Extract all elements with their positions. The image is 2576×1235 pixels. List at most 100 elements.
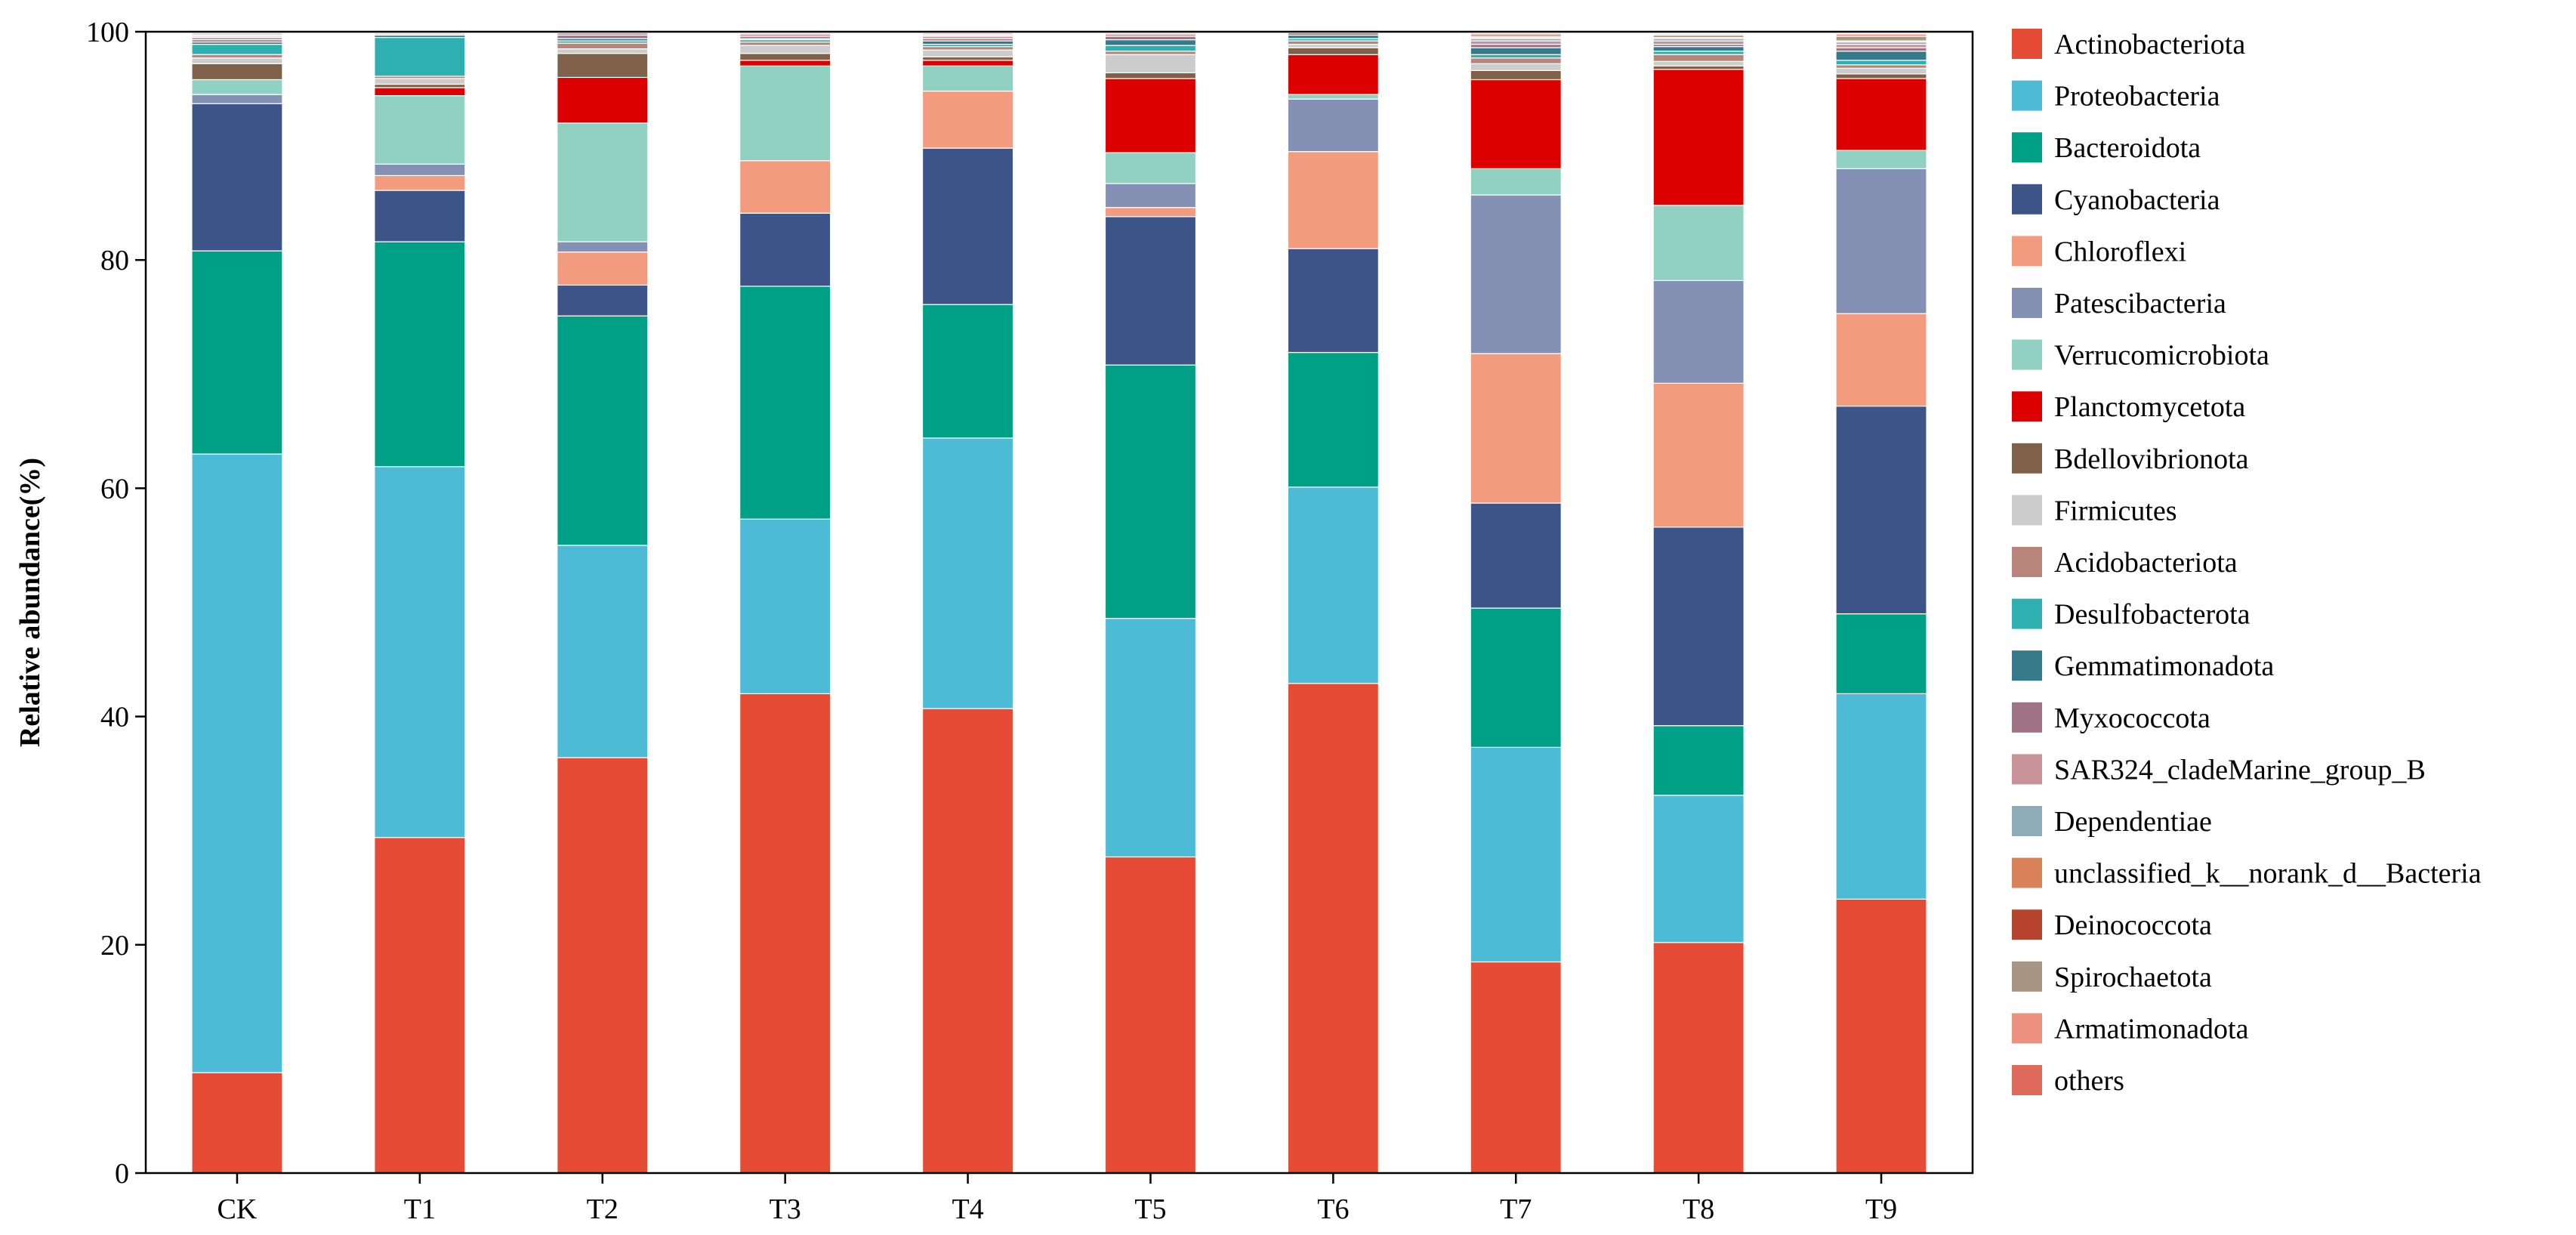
bar-segment-t2-myxococcota — [557, 34, 649, 39]
bar-segment-t8-cyanobacteria — [1652, 526, 1745, 727]
legend-item-desulfobacterota: Desulfobacterota — [2012, 598, 2251, 631]
x-tick-label-t6: T6 — [1317, 1193, 1349, 1225]
bar-segment-t6-chloroflexi — [1287, 151, 1379, 249]
bar-segment-t1-bacteroidota — [374, 241, 466, 468]
bar-segment-t3-cyanobacteria — [739, 212, 831, 287]
bar-segment-t4-proteobacteria — [921, 437, 1014, 709]
bar-segment-t6-patescibacteria — [1287, 98, 1379, 153]
legend-item-unclassified-k-norank-d-bacteria: unclassified_k__norank_d__Bacteria — [2012, 857, 2482, 890]
bar-segment-t9-bacteroidota — [1835, 613, 1927, 694]
bar-segment-t5-planctomycetota — [1104, 78, 1197, 153]
bar-segment-ck-proteobacteria — [191, 453, 283, 1073]
bar-segment-t3-planctomycetota — [739, 60, 831, 66]
bar-segment-t8-sar324-clademarine-group-b — [1652, 40, 1745, 45]
bar-segment-t4-actinobacteriota — [921, 708, 1014, 1174]
bar-segment-t8-patescibacteria — [1652, 279, 1745, 384]
legend-swatch — [2012, 236, 2042, 267]
bar-segment-t5-chloroflexi — [1104, 207, 1197, 218]
bar-segment-t7-bdellovibrionota — [1470, 69, 1562, 81]
bar-segment-t7-desulfobacterota — [1470, 54, 1562, 59]
legend-label: Desulfobacterota — [2054, 599, 2251, 631]
legend-label: Actinobacteriota — [2054, 29, 2245, 60]
bar-segment-t7-gemmatimonadota — [1470, 47, 1562, 55]
bar-segment-t7-planctomycetota — [1470, 79, 1562, 169]
bar-segment-t9-verrucomicrobiota — [1835, 150, 1927, 169]
bar-segment-t9-bdellovibrionota — [1835, 73, 1927, 79]
bar-segment-t7-myxococcota — [1470, 44, 1562, 48]
legend-label: Verrucomicrobiota — [2054, 340, 2269, 372]
bar-segment-t9-actinobacteriota — [1835, 898, 1927, 1174]
legend-item-chloroflexi: Chloroflexi — [2012, 236, 2186, 267]
x-tick-label-t5: T5 — [1134, 1193, 1166, 1225]
bar-segment-t8-bdellovibrionota — [1652, 65, 1745, 70]
legend-swatch — [2012, 288, 2042, 318]
bar-segment-t2-acidobacteriota — [557, 42, 649, 50]
legend-item-acidobacteriota: Acidobacteriota — [2012, 547, 2238, 579]
bar-segment-t1-proteobacteria — [374, 466, 466, 838]
legend-label: Chloroflexi — [2054, 236, 2186, 267]
bar-segment-t5-desulfobacterota — [1104, 45, 1197, 52]
legend-label: Dependentiae — [2054, 806, 2212, 838]
bar-segment-t2-actinobacteriota — [557, 757, 649, 1174]
bar-segment-t7-patescibacteria — [1470, 194, 1562, 354]
bar-segment-t5-bacteroidota — [1104, 364, 1197, 619]
bar-segment-t2-cyanobacteria — [557, 284, 649, 316]
legend-item-bacteroidota: Bacteroidota — [2012, 132, 2201, 164]
bar-segment-t7-armatimonadota — [1470, 32, 1562, 35]
legend-swatch — [2012, 547, 2042, 577]
legend-label: unclassified_k__norank_d__Bacteria — [2054, 858, 2482, 890]
bar-segment-t8-armatimonadota — [1652, 33, 1745, 36]
bar-segment-t7-proteobacteria — [1470, 746, 1562, 963]
bar-segment-t6-gemmatimonadota — [1287, 34, 1379, 39]
bar-segment-t8-planctomycetota — [1652, 69, 1745, 206]
bar-segment-t3-bacteroidota — [739, 286, 831, 520]
y-tick-label: 20 — [100, 930, 129, 962]
legend-item-gemmatimonadota: Gemmatimonadota — [2012, 650, 2274, 682]
legend-label: Cyanobacteria — [2054, 184, 2220, 216]
bar-segment-ck-spirochaetota — [191, 32, 283, 35]
y-tick-label: 80 — [100, 245, 129, 276]
legend-swatch — [2012, 495, 2042, 526]
legend-item-others: others — [2012, 1065, 2124, 1097]
bar-segment-t2-proteobacteria — [557, 545, 649, 758]
bar-segment-t1-desulfobacterota — [374, 36, 466, 77]
bar-segment-t2-planctomycetota — [557, 76, 649, 124]
legend-item-verrucomicrobiota: Verrucomicrobiota — [2012, 339, 2269, 372]
bar-segment-ck-desulfobacterota — [191, 44, 283, 55]
legend-label: Bacteroidota — [2054, 132, 2201, 164]
legend-item-spirochaetota: Spirochaetota — [2012, 961, 2212, 993]
legend-swatch — [2012, 702, 2042, 733]
bar-segment-t3-chloroflexi — [739, 160, 831, 214]
bar-segment-ck-verrucomicrobiota — [191, 79, 283, 95]
y-tick-label: 0 — [115, 1158, 129, 1190]
bar-segment-t6-cyanobacteria — [1287, 248, 1379, 354]
legend-swatch — [2012, 598, 2042, 629]
bar-segment-ck-bdellovibrionota — [191, 63, 283, 81]
bar-segment-t8-firmicutes — [1652, 60, 1745, 66]
bar-segment-t8-proteobacteria — [1652, 795, 1745, 943]
bar-segment-t7-firmicutes — [1470, 63, 1562, 71]
bar-segment-t4-chloroflexi — [921, 90, 1014, 149]
bar-segment-t9-acidobacteriota — [1835, 64, 1927, 69]
legend-label: Firmicutes — [2054, 495, 2177, 526]
bar-segment-t4-verrucomicrobiota — [921, 65, 1014, 92]
legend-label: Spirochaetota — [2054, 962, 2212, 993]
bar-segment-ck-patescibacteria — [191, 94, 283, 104]
bar-segment-t9-gemmatimonadota — [1835, 51, 1927, 61]
bar-segment-t5-firmicutes — [1104, 54, 1197, 74]
bar-segment-t8-chloroflexi — [1652, 382, 1745, 528]
bar-segment-t3-proteobacteria — [739, 518, 831, 694]
x-tick-label-t4: T4 — [952, 1193, 983, 1225]
bar-segment-t6-verrucomicrobiota — [1287, 94, 1379, 100]
bar-segment-t2-bdellovibrionota — [557, 53, 649, 79]
legend-swatch — [2012, 339, 2042, 370]
bar-segment-ck-actinobacteriota — [191, 1072, 283, 1174]
bar-segment-t9-firmicutes — [1835, 67, 1927, 75]
bar-segment-t8-verrucomicrobiota — [1652, 205, 1745, 282]
bar-segment-t6-planctomycetota — [1287, 54, 1379, 95]
bar-segment-t2-verrucomicrobiota — [557, 122, 649, 242]
bar-segment-t1-patescibacteria — [374, 163, 466, 176]
y-tick-label: 100 — [86, 17, 129, 48]
legend-item-bdellovibrionota: Bdellovibrionota — [2012, 443, 2249, 475]
